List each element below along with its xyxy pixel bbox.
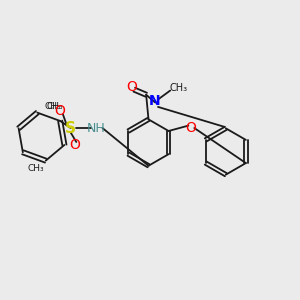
Text: O: O [55,104,65,118]
Text: S: S [65,121,76,136]
Text: CH₃: CH₃ [44,102,61,111]
Text: CH₃: CH₃ [46,102,63,111]
Text: O: O [126,80,137,94]
Text: NH: NH [86,122,105,134]
Text: O: O [69,138,80,152]
Text: CH₃: CH₃ [169,82,188,93]
Text: O: O [185,121,196,135]
Text: CH₃: CH₃ [27,164,44,172]
Text: N: N [149,94,161,108]
